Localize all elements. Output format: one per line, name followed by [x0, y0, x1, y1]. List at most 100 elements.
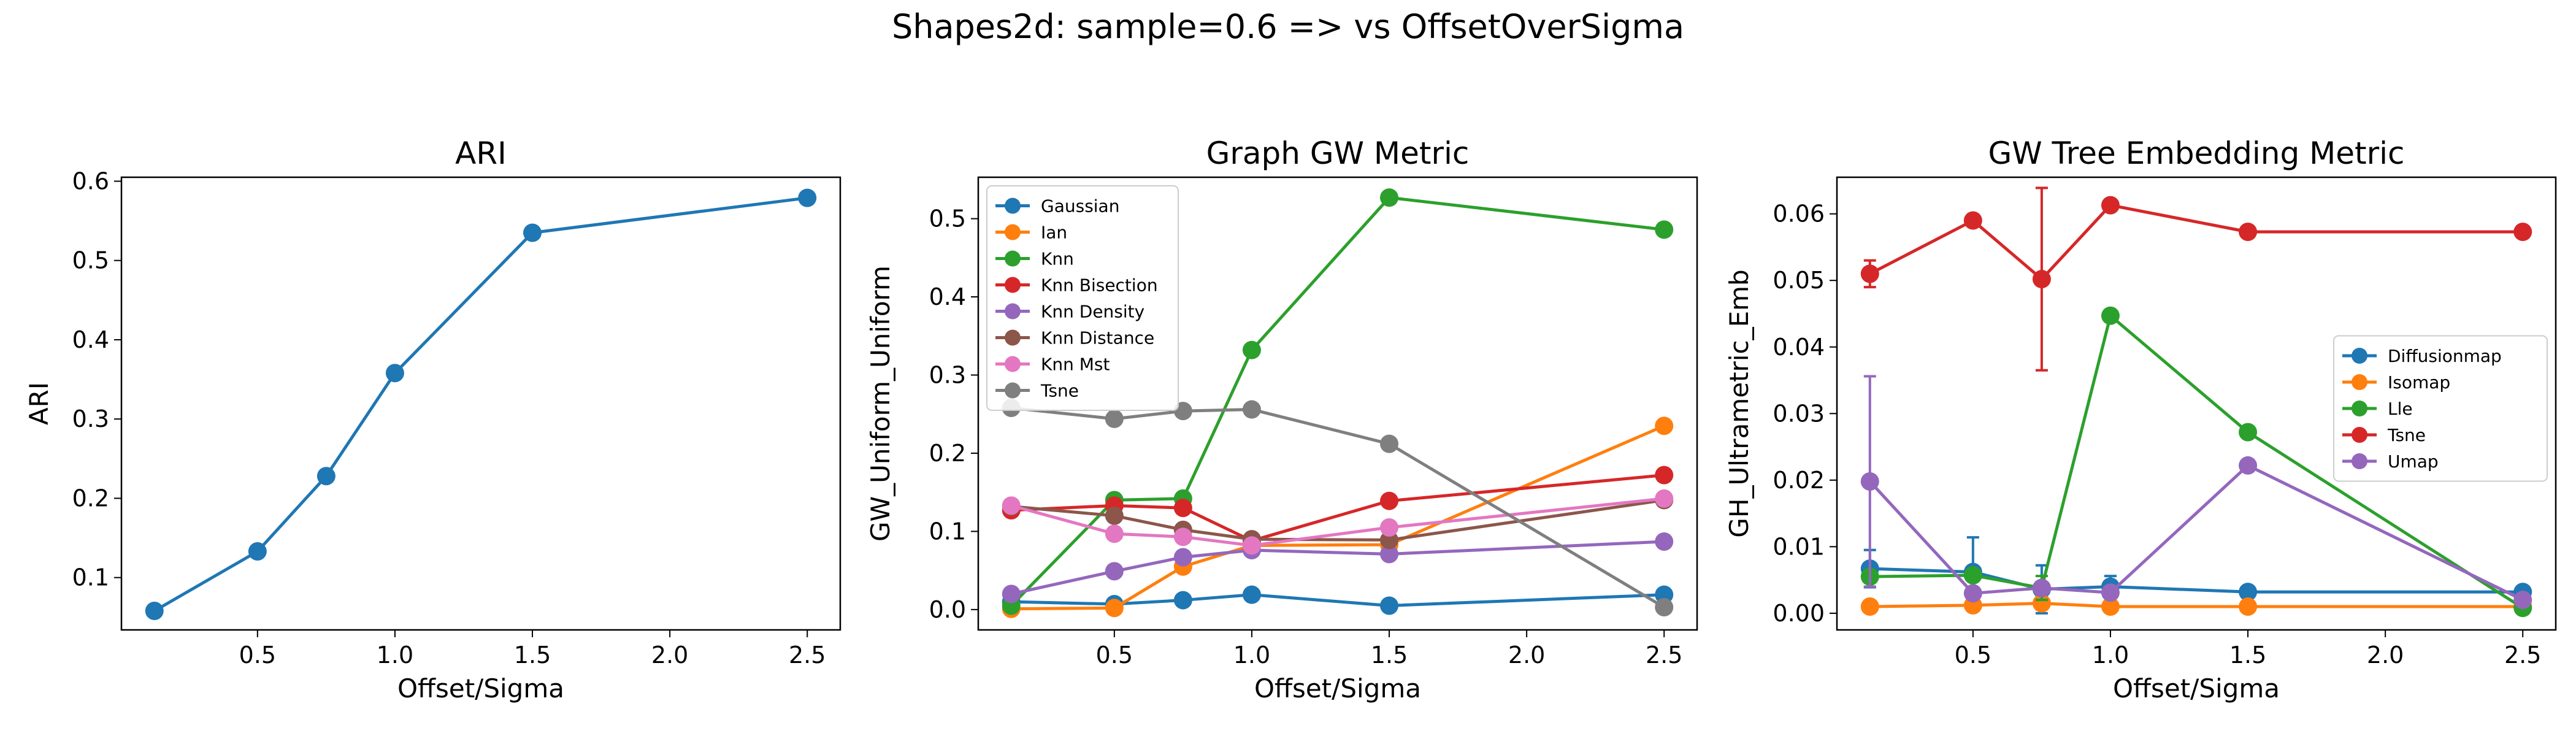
chart-1-series-knn-density-point: [1380, 545, 1399, 564]
chart-1-series-knn-density-point: [1105, 562, 1124, 581]
chart-1-legend-marker: [1005, 329, 1021, 346]
chart-1-legend-marker: [1005, 382, 1021, 399]
chart-1-legend-label: Knn Density: [1041, 302, 1144, 322]
chart-1-y-tick-label: 0.4: [929, 283, 966, 310]
chart-2-series-tsne-point: [2239, 222, 2258, 241]
chart-1-series-knn-bisection-point: [1380, 491, 1399, 510]
chart-1-series-knn-density-line: [1011, 540, 1665, 596]
chart-1-series-ian-point: [1655, 416, 1674, 435]
chart-1-legend-label: Knn: [1041, 249, 1074, 269]
chart-0-y-tick-label: 0.3: [72, 405, 109, 432]
chart-1-series-knn-distance-line: [1011, 498, 1665, 542]
chart-0-x-tick-label: 2.0: [651, 642, 688, 669]
chart-2-series-umap-line: [1868, 464, 2524, 602]
chart-2-series-umap-point: [2513, 591, 2532, 610]
chart-2-series-isomap-point: [2101, 597, 2120, 616]
chart-2-y-tick-label: 0.05: [1773, 267, 1825, 294]
chart-2-series-lle-point: [2101, 306, 2120, 325]
chart-1-legend-item-tsne: Tsne: [995, 381, 1079, 401]
chart-2-series-tsne-point: [2032, 270, 2051, 289]
chart-2-series-umap-point: [1860, 472, 1879, 491]
chart-2-x-tick-label: 1.5: [2229, 642, 2266, 669]
chart-2-series-lle-point: [1963, 566, 1982, 585]
chart-0-y-tick-label: 0.4: [72, 326, 109, 353]
chart-1-series-gaussian-point: [1173, 591, 1192, 610]
chart-0-y-tick-label: 0.2: [72, 485, 109, 512]
chart-1-series-ian-line: [1011, 424, 1665, 611]
chart-1-y-tick-label: 0.0: [929, 596, 966, 623]
graph-gw-metric-panel: Graph GW Metric 0.5 1.0 1.5 2.0 2.5 0.0 0.1 0.2 0…: [865, 136, 1698, 703]
chart-0-series-series-point: [385, 364, 404, 383]
chart-0-plot-area: [145, 188, 817, 620]
chart-1-axes-frame: [977, 176, 1698, 631]
chart-1-legend-label: Knn Distance: [1041, 328, 1154, 348]
chart-2-legend-marker: [2352, 401, 2367, 416]
chart-2-series-tsne-point: [2101, 196, 2120, 215]
chart-2-y-tick-label: 0.06: [1773, 201, 1825, 228]
chart-1-series-gaussian-point: [1242, 585, 1261, 604]
chart-1-legend-item-knn-mst: Knn Mst: [995, 355, 1110, 375]
chart-1-series-knn-bisection-line: [1011, 473, 1665, 543]
chart-2-series-lle-point: [2239, 423, 2258, 442]
chart-2-series-tsne-point: [1860, 264, 1879, 283]
chart-1-x-tick-label: 1.0: [1233, 642, 1270, 669]
chart-0-y-tick-label: 0.5: [72, 247, 109, 274]
chart-1-series-knn-bisection-point: [1655, 466, 1674, 485]
chart-2-series-tsne-point: [1963, 211, 1982, 230]
chart-2-legend-item-tsne: Tsne: [2342, 425, 2426, 445]
chart-1-x-tick-label: 2.0: [1508, 642, 1545, 669]
chart-1-series-knn-line: [1010, 196, 1665, 607]
chart-1-legend-item-knn-distance: Knn Distance: [995, 328, 1154, 348]
chart-1-series-knn-mst-point: [1002, 496, 1021, 515]
chart-1-series-gaussian-line: [1011, 593, 1665, 607]
chart-1-y-tick-label: 0.3: [929, 361, 966, 388]
chart-2-series-isomap-point: [1860, 597, 1879, 616]
chart-1-series-tsne-point: [1242, 400, 1261, 419]
chart-1-series-knn-density-point: [1002, 585, 1021, 604]
chart-2-series-isomap-point: [2032, 594, 2051, 613]
chart-1-series-knn-mst-point: [1173, 527, 1192, 546]
chart-1-series-knn-mst-point: [1655, 489, 1674, 508]
chart-0-series-series-point: [523, 223, 542, 242]
chart-2-legend-box: [2333, 335, 2548, 482]
chart-2-legend-marker: [2352, 374, 2367, 390]
chart-1-x-tick-label: 1.5: [1371, 642, 1408, 669]
chart-2-y-tick-label: 0.02: [1773, 467, 1825, 494]
chart-0-x-axis-label: Offset/Sigma: [397, 673, 564, 703]
chart-2-legend-item-umap: Umap: [2342, 451, 2439, 472]
chart-1-series-knn-point: [1242, 340, 1261, 359]
chart-2-legend-item-diffusionmap: Diffusionmap: [2342, 346, 2502, 366]
chart-1-series-tsne: [1002, 399, 1674, 617]
chart-0-x-tick-label: 2.5: [789, 642, 826, 669]
chart-1-series-tsne-point: [1105, 409, 1124, 428]
chart-0-series-series-line: [153, 196, 808, 613]
chart-0-series-series: [145, 188, 817, 620]
chart-2-series-diffusionmap-point: [2239, 583, 2258, 602]
chart-2-series-diffusionmap-line: [1869, 567, 2523, 594]
chart-2-series-umap-point: [1963, 584, 1982, 603]
chart-2-legend-item-lle: Lle: [2342, 399, 2413, 419]
chart-1-legend-marker: [1005, 250, 1021, 267]
chart-1-x-tick-label: 0.5: [1096, 642, 1133, 669]
chart-1-legend-label: Tsne: [1040, 381, 1079, 401]
chart-1-legend-box: [986, 185, 1179, 411]
chart-1-legend-marker: [1005, 277, 1021, 293]
chart-0-y-axis-label: ARI: [24, 382, 54, 425]
chart-2-series-tsne-line: [1869, 204, 2523, 281]
chart-0-x-tick-label: 0.5: [239, 642, 276, 669]
chart-1-y-tick-label: 0.1: [929, 518, 966, 545]
chart-2-legend-label: Umap: [2388, 451, 2439, 472]
chart-2-legend-label: Diffusionmap: [2388, 346, 2502, 366]
chart-2-plot-area: [1860, 186, 2532, 618]
chart-1-series-tsne-line: [1011, 406, 1665, 609]
chart-1-series-knn-distance-point: [1105, 506, 1124, 525]
chart-1-legend-label: Ian: [1041, 223, 1067, 243]
chart-0-series-series-point: [145, 601, 164, 620]
chart-2-series-isomap-line: [1869, 602, 2523, 608]
chart-1-y-axis-label: GW_Uniform_Uniform: [865, 266, 895, 542]
chart-0-x-tick-label: 1.5: [514, 642, 551, 669]
chart-1-y-tick-label: 0.5: [929, 205, 966, 232]
chart-1-legend-item-knn: Knn: [995, 249, 1074, 269]
chart-1-legend-item-gaussian: Gaussian: [995, 196, 1119, 217]
